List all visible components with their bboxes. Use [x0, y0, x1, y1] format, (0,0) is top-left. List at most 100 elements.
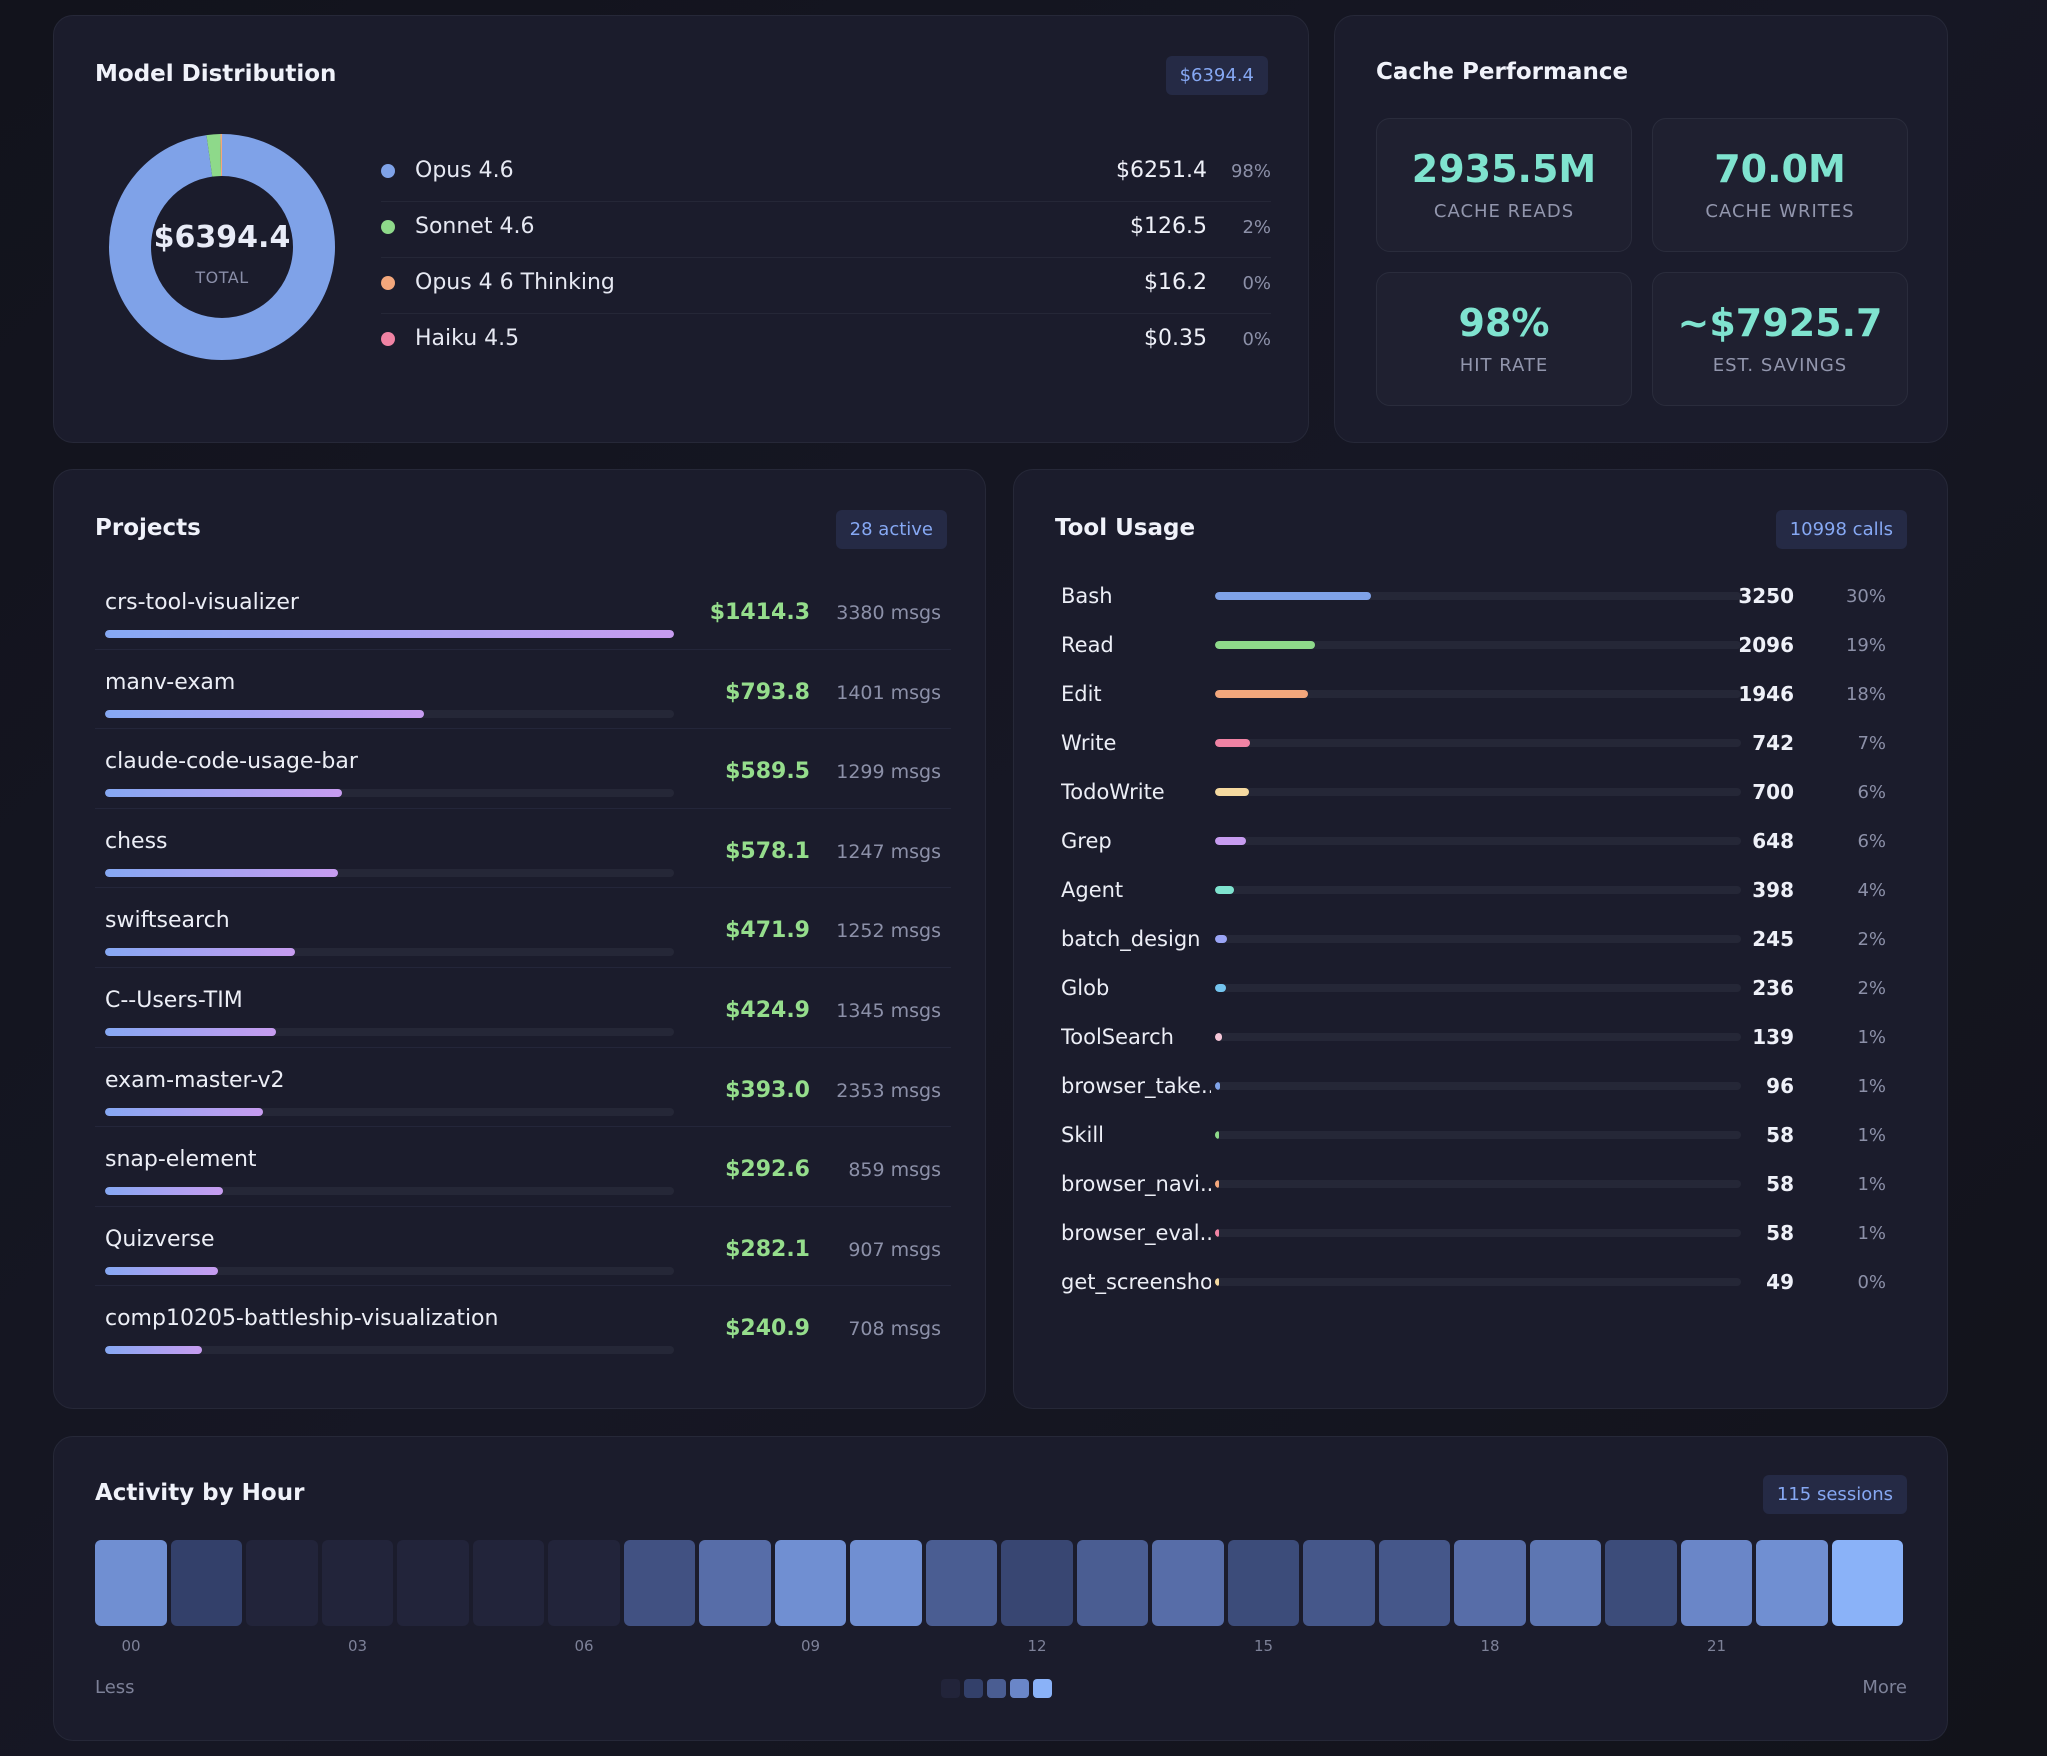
tool-row[interactable]: browser_navi... 58 1% [1061, 1160, 1906, 1209]
donut-slice-2[interactable] [109, 134, 335, 360]
project-msgs: 907 msgs [848, 1238, 941, 1261]
hour-cell-15[interactable] [1227, 1540, 1299, 1626]
hour-cell-21[interactable] [1680, 1540, 1752, 1626]
tool-bar-track [1215, 690, 1741, 698]
tool-usage-card: Tool Usage 10998 calls Bash 3250 30% Read 20… [1013, 469, 1948, 1409]
hour-cell-04[interactable] [397, 1540, 469, 1626]
hour-cell-13[interactable] [1076, 1540, 1148, 1626]
hour-cell-05[interactable] [472, 1540, 544, 1626]
tool-pct: 1% [1857, 1125, 1886, 1146]
donut-total-value: $6394.4 [153, 220, 291, 255]
hour-cell-07[interactable] [623, 1540, 695, 1626]
tool-row[interactable]: Write 742 7% [1061, 719, 1906, 768]
tool-count: 700 [1752, 780, 1794, 804]
hour-cell-18[interactable] [1454, 1540, 1526, 1626]
tool-row[interactable]: Agent 398 4% [1061, 866, 1906, 915]
hour-cell-02[interactable] [246, 1540, 318, 1626]
tool-row[interactable]: Bash 3250 30% [1061, 572, 1906, 621]
project-row[interactable]: snap-element $292.6 859 msgs [95, 1127, 951, 1207]
tool-name: browser_navi... [1061, 1172, 1211, 1196]
tool-name: Glob [1061, 976, 1110, 1000]
project-row[interactable]: comp10205-battleship-visualization $240.9… [95, 1286, 951, 1366]
project-row[interactable]: chess $578.1 1247 msgs [95, 809, 951, 889]
project-name: manv-exam [105, 669, 236, 695]
hour-cell-00[interactable] [95, 1540, 167, 1626]
tool-pct: 19% [1845, 635, 1886, 656]
tool-row[interactable]: Grep 648 6% [1061, 817, 1906, 866]
project-name: swiftsearch [105, 908, 230, 934]
tool-row[interactable]: get_screenshot 49 0% [1061, 1258, 1906, 1307]
hour-cell-19[interactable] [1529, 1540, 1601, 1626]
tool-row[interactable]: browser_take... 96 1% [1061, 1062, 1906, 1111]
tool-count: 398 [1752, 878, 1794, 902]
project-cost: $393.0 [725, 1077, 810, 1103]
model-distribution-card: Model Distribution $6394.4 $6394.4 TOTAL… [53, 15, 1309, 443]
project-bar-track [105, 948, 674, 957]
tool-bar-track [1215, 788, 1741, 796]
tool-row[interactable]: TodoWrite 700 6% [1061, 768, 1906, 817]
tool-name: Bash [1061, 584, 1113, 608]
hour-tick-label: 00 [121, 1637, 141, 1655]
tool-pct: 4% [1857, 880, 1886, 901]
model-row[interactable]: Haiku 4.5 $0.35 0% [381, 314, 1271, 370]
hour-cell-14[interactable] [1152, 1540, 1224, 1626]
project-row[interactable]: swiftsearch $471.9 1252 msgs [95, 888, 951, 968]
tool-bar-fill [1215, 984, 1227, 992]
model-name: Haiku 4.5 [415, 326, 520, 351]
model-row[interactable]: Opus 4 6 Thinking $16.2 0% [381, 258, 1271, 314]
tool-row[interactable]: batch_design 245 2% [1061, 915, 1906, 964]
donut-svg [109, 134, 335, 360]
tool-row[interactable]: ToolSearch 139 1% [1061, 1013, 1906, 1062]
tool-name: Agent [1061, 878, 1124, 902]
hour-cell-08[interactable] [699, 1540, 771, 1626]
hour-cell-11[interactable] [925, 1540, 997, 1626]
project-row[interactable]: crs-tool-visualizer $1414.3 3380 msgs [95, 570, 951, 650]
tool-row[interactable]: Skill 58 1% [1061, 1111, 1906, 1160]
stat-label: CACHE READS [1433, 201, 1575, 222]
hour-cell-12[interactable] [1001, 1540, 1073, 1626]
tool-count: 1946 [1738, 682, 1794, 706]
tool-bar-track [1215, 886, 1741, 894]
projects-list: crs-tool-visualizer $1414.3 3380 msgs manv-… [95, 570, 951, 1366]
tool-row[interactable]: browser_eval... 58 1% [1061, 1209, 1906, 1258]
tool-row[interactable]: Edit 1946 18% [1061, 670, 1906, 719]
project-row[interactable]: C--Users-TIM $424.9 1345 msgs [95, 968, 951, 1048]
hour-cell-03[interactable] [321, 1540, 393, 1626]
model-row[interactable]: Sonnet 4.6 $126.5 2% [381, 202, 1271, 258]
tool-row[interactable]: Read 2096 19% [1061, 621, 1906, 670]
project-row[interactable]: Quizverse $282.1 907 msgs [95, 1207, 951, 1287]
project-row[interactable]: claude-code-usage-bar $589.5 1299 msgs [95, 729, 951, 809]
tool-row[interactable]: Glob 236 2% [1061, 964, 1906, 1013]
hour-tick-label: 18 [1480, 1637, 1500, 1655]
project-row[interactable]: manv-exam $793.8 1401 msgs [95, 650, 951, 730]
project-msgs: 1345 msgs [836, 999, 941, 1022]
hour-cell-20[interactable] [1605, 1540, 1677, 1626]
project-bar-track [105, 1346, 674, 1355]
hour-cell-10[interactable] [850, 1540, 922, 1626]
projects-title: Projects [95, 515, 201, 541]
hour-cell-16[interactable] [1303, 1540, 1375, 1626]
tool-pct: 2% [1857, 978, 1886, 999]
project-row[interactable]: exam-master-v2 $393.0 2353 msgs [95, 1048, 951, 1128]
project-cost: $240.9 [725, 1316, 810, 1342]
project-msgs: 3380 msgs [836, 602, 941, 624]
project-bar-track [105, 709, 674, 718]
tool-bar-fill [1215, 1229, 1220, 1237]
model-distribution-title: Model Distribution [95, 61, 337, 87]
tool-bar-track [1215, 1082, 1741, 1090]
hour-cell-09[interactable] [774, 1540, 846, 1626]
tool-bar-track [1215, 592, 1741, 600]
tool-pct: 30% [1845, 586, 1886, 607]
model-name: Opus 4 6 Thinking [415, 270, 615, 295]
hour-cell-22[interactable] [1756, 1540, 1828, 1626]
model-color-dot [381, 332, 395, 346]
hour-cell-01[interactable] [170, 1540, 242, 1626]
model-row[interactable]: Opus 4.6 $6251.4 98% [381, 146, 1271, 202]
hour-cell-17[interactable] [1378, 1540, 1450, 1626]
project-name: claude-code-usage-bar [105, 749, 358, 775]
stat-label: CACHE WRITES [1705, 201, 1855, 222]
hour-cell-06[interactable] [548, 1540, 620, 1626]
tool-usage-title: Tool Usage [1055, 515, 1196, 541]
project-bar-track [105, 1187, 674, 1196]
hour-cell-23[interactable] [1831, 1540, 1903, 1626]
